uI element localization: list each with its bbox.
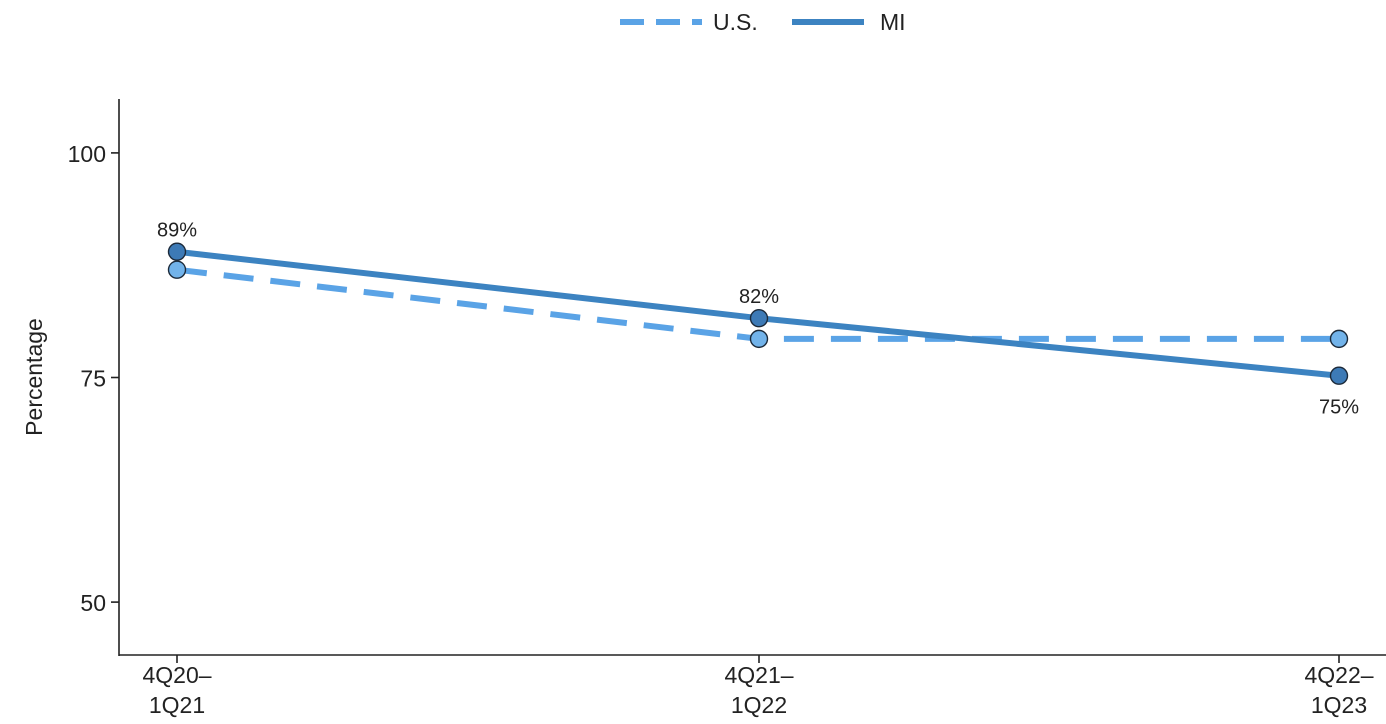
y-axis-title: Percentage xyxy=(21,318,47,436)
y-axis-ticks: 50 75 100 xyxy=(68,141,119,616)
legend-label-us: U.S. xyxy=(713,9,758,35)
data-point-us xyxy=(1329,329,1349,349)
x-axis-ticks: 4Q20– 1Q21 4Q21– 1Q22 4Q22– 1Q23 xyxy=(142,655,1374,718)
data-label: 75% xyxy=(1319,397,1359,419)
data-point-us xyxy=(167,260,187,279)
y-tick-label: 100 xyxy=(68,141,106,167)
x-tick-label: 4Q20– 1Q21 xyxy=(142,662,211,718)
y-tick-label: 75 xyxy=(80,366,106,392)
x-tick-label: 4Q22– 1Q23 xyxy=(1304,662,1373,718)
legend-label-mi: MI xyxy=(880,9,906,35)
data-point-mi xyxy=(167,242,187,261)
data-labels: 89% 82% 75% xyxy=(157,220,1359,419)
data-point-us xyxy=(749,329,769,349)
data-point-mi xyxy=(749,309,769,328)
series-points xyxy=(167,242,1349,385)
data-label: 82% xyxy=(739,286,779,308)
x-tick-label: 4Q21– 1Q22 xyxy=(724,662,793,718)
data-point-mi xyxy=(1329,366,1349,385)
data-label: 89% xyxy=(157,220,197,242)
legend: U.S. MI xyxy=(620,9,906,35)
y-tick-label: 50 xyxy=(80,590,106,616)
